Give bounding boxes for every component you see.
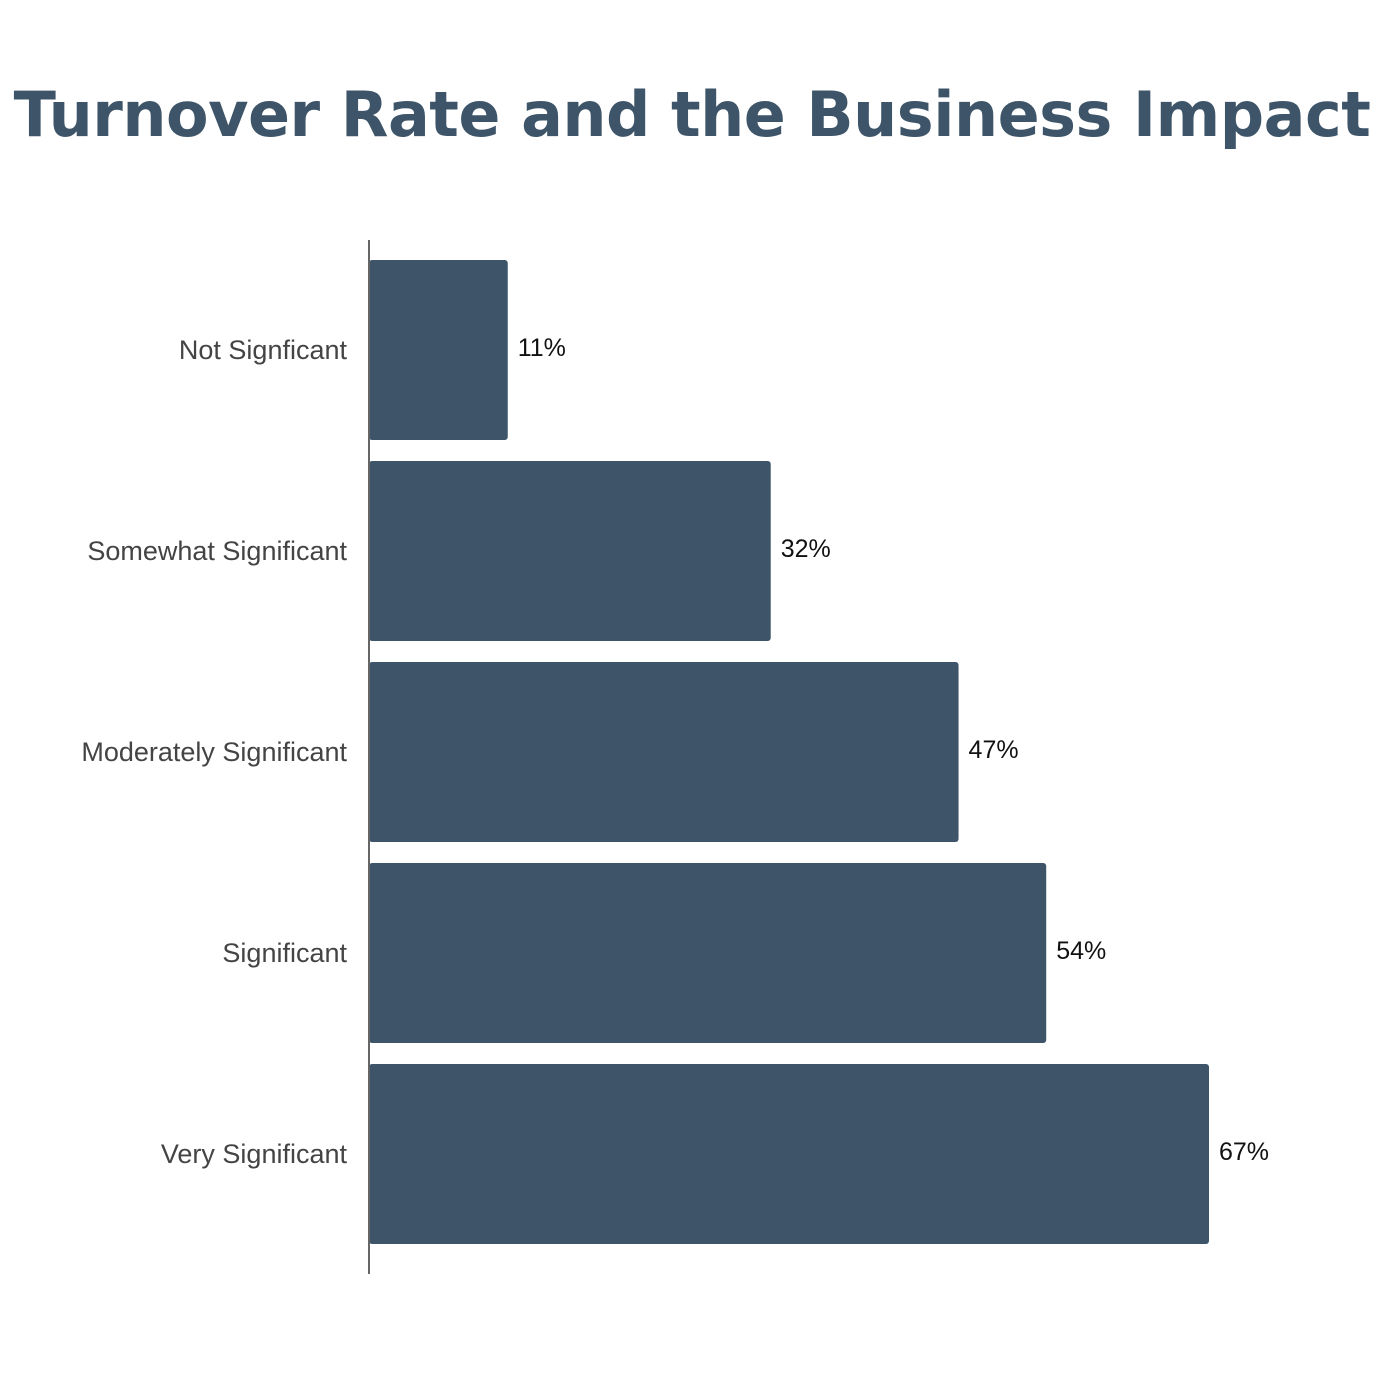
category-labels-group: Not Signficant Somewhat Significant Modera… — [81, 335, 347, 1169]
value-labels-group: 11% 32% 47% 54% 67% — [518, 334, 1269, 1166]
bars-group — [369, 260, 1209, 1244]
value-label: 32% — [781, 535, 831, 563]
category-label: Somewhat Significant — [87, 536, 347, 566]
value-label: 54% — [1056, 937, 1106, 965]
category-label: Very Significant — [161, 1139, 348, 1169]
bar-3 — [369, 662, 959, 842]
bar-4 — [369, 863, 1047, 1043]
category-label: Moderately Significant — [81, 737, 347, 767]
bar-1 — [369, 260, 508, 440]
value-label: 11% — [518, 334, 566, 362]
category-label: Significant — [222, 938, 347, 968]
chart-title: Turnover Rate and the Business Impact — [13, 78, 1371, 151]
value-label: 47% — [969, 736, 1019, 764]
value-label: 67% — [1219, 1138, 1269, 1166]
bar-5 — [369, 1064, 1209, 1244]
category-label: Not Signficant — [179, 335, 348, 365]
bar-2 — [369, 461, 771, 641]
